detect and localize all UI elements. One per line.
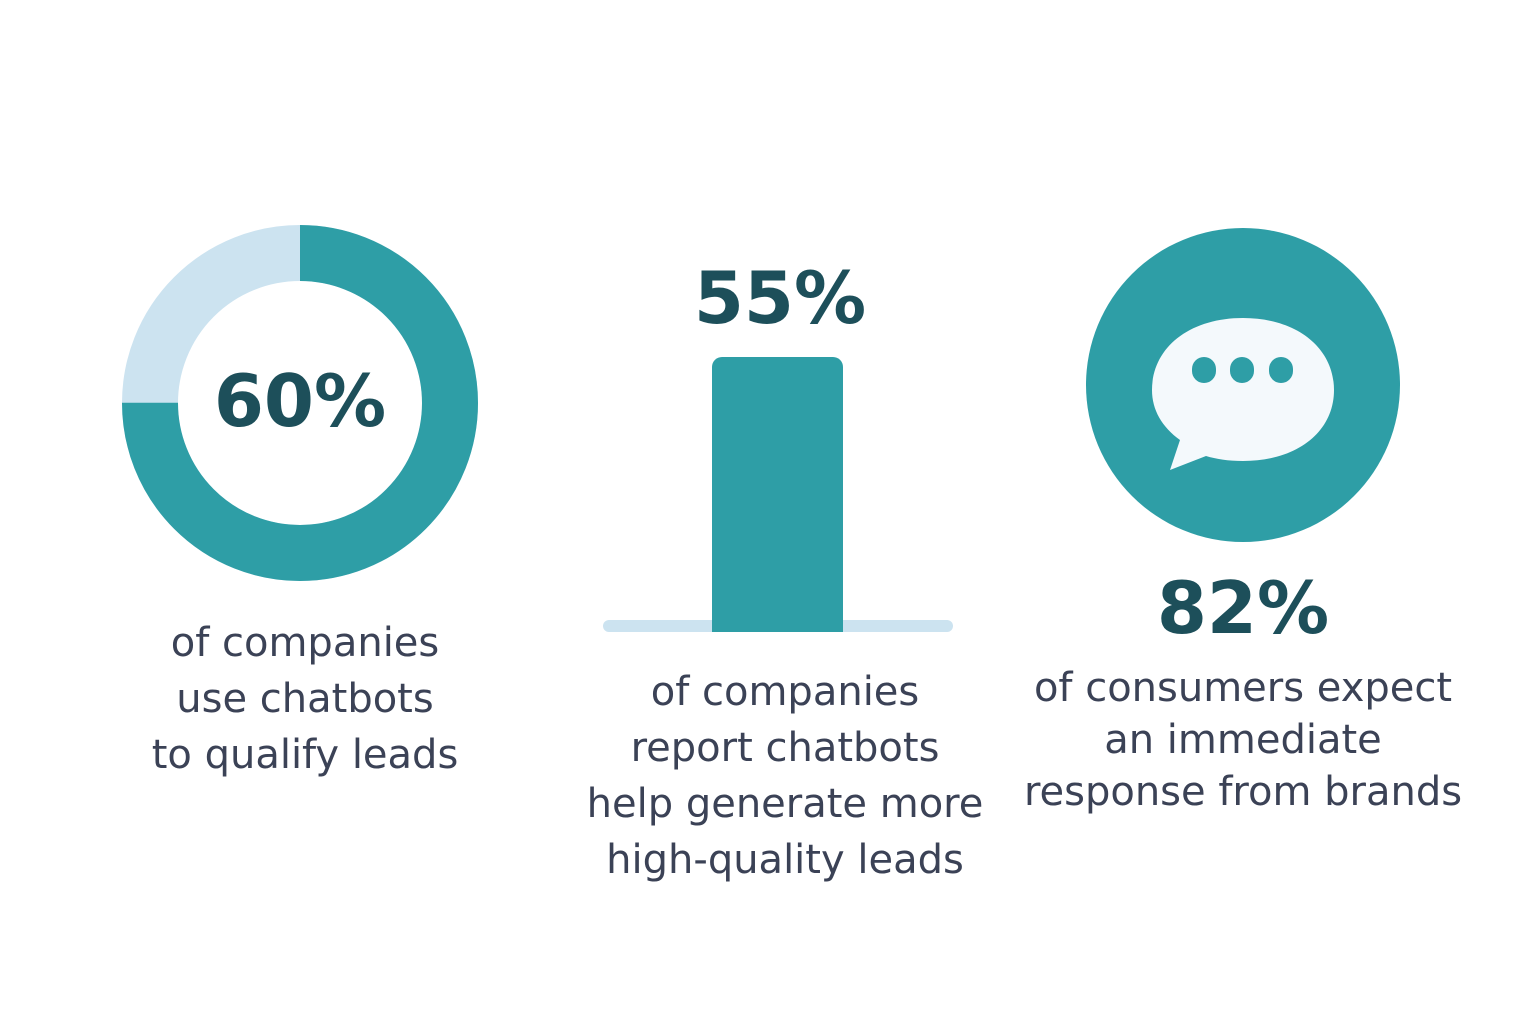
caption-line: use chatbots <box>176 676 434 722</box>
bar-value-label: 55% <box>693 256 867 340</box>
bar-value-base <box>712 612 843 632</box>
donut-chart <box>122 225 478 581</box>
chat-caption: of consumers expect an immediate respons… <box>1010 662 1476 818</box>
caption-line: of companies <box>170 620 440 666</box>
caption-line: response from brands <box>1023 769 1463 815</box>
typing-dot <box>1269 357 1293 383</box>
caption-line: help generate more <box>586 781 984 827</box>
caption-line: to qualify leads <box>151 732 459 778</box>
donut-value-label: 60% <box>213 359 387 443</box>
caption-line: an immediate <box>1104 717 1382 763</box>
stat-panel-consumers-expect: 82% of consumers expect an immediate res… <box>1010 0 1536 1024</box>
donut-caption: of companies use chatbots to qualify lea… <box>55 615 555 783</box>
caption-line: high-quality leads <box>606 837 964 883</box>
caption-line: of consumers expect <box>1033 665 1453 711</box>
caption-line: report chatbots <box>630 725 940 771</box>
bar-value <box>712 357 843 632</box>
chat-value-label: 82% <box>1156 566 1330 650</box>
donut-value-slice <box>122 225 478 581</box>
stat-panel-companies-qualify: 60% of companies use chatbots to qualify… <box>0 0 610 1024</box>
stat-panel-companies-leads: 55% of companies report chatbots help ge… <box>560 0 1010 1024</box>
bar-caption: of companies report chatbots help genera… <box>560 664 1010 888</box>
typing-dot <box>1192 357 1216 383</box>
typing-dot <box>1230 357 1254 383</box>
chat-bubble-icon <box>1086 228 1400 542</box>
bar-chart <box>603 357 953 632</box>
caption-line: of companies <box>650 669 920 715</box>
speech-bubble <box>1152 318 1334 470</box>
